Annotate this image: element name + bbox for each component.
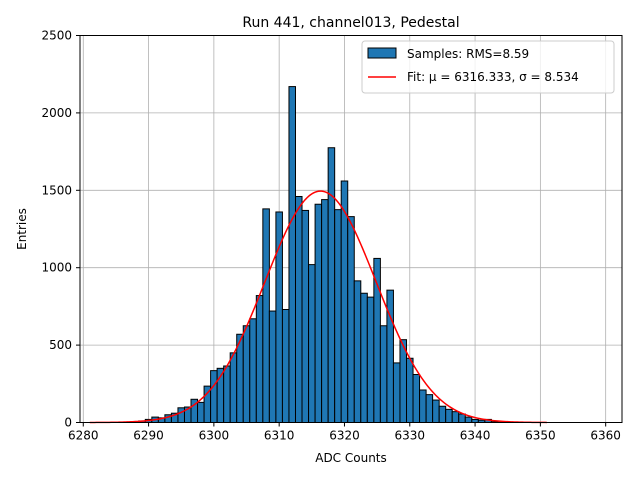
histogram-bar: [360, 292, 368, 423]
histogram-bar: [314, 203, 323, 423]
legend-label-fit: Fit: μ = 6316.333, σ = 8.534: [407, 70, 579, 84]
histogram-bar: [425, 394, 434, 423]
x-tick-label: 6320: [329, 429, 360, 443]
histogram-bar: [242, 325, 251, 423]
histogram-bar: [399, 339, 408, 424]
histogram-bar: [366, 296, 375, 423]
legend-box: [361, 40, 615, 94]
histogram-bar: [249, 318, 257, 423]
histogram-bar: [451, 411, 460, 424]
histogram-bar: [445, 408, 453, 424]
y-tick-label: 1500: [41, 183, 72, 197]
histogram-bar: [262, 208, 270, 423]
histogram-bar: [379, 325, 388, 423]
gaussian-fit-curve: [89, 190, 547, 424]
x-tick-label: 6310: [264, 429, 295, 443]
x-tick-label: 6300: [199, 429, 230, 443]
x-tick-label: 6350: [525, 429, 556, 443]
histogram-bar: [294, 195, 303, 423]
histogram-bars: [131, 86, 505, 424]
x-tick-label: 6290: [133, 429, 164, 443]
plot-frame: [79, 35, 623, 423]
histogram-bar: [464, 416, 473, 424]
histogram-bar: [229, 352, 238, 423]
histogram-bar: [281, 308, 290, 423]
legend-swatch-samples: [367, 47, 397, 59]
x-axis-label: ADC Counts: [315, 451, 387, 465]
x-tick-label: 6330: [394, 429, 425, 443]
histogram-bar: [334, 209, 342, 423]
legend: Samples: RMS=8.59 Fit: μ = 6316.333, σ =…: [361, 40, 615, 94]
x-axis-ticks: 6280 6290 6300 6310 6320 6330 6340 6350 6360: [68, 422, 621, 443]
histogram-bar: [268, 310, 277, 424]
y-tick-label: 2000: [41, 106, 72, 120]
y-axis-label: Entries: [15, 208, 29, 250]
histogram-bar: [406, 357, 414, 423]
histogram-bar: [223, 365, 231, 423]
y-tick-label: 0: [64, 416, 72, 430]
histogram-bar: [321, 199, 329, 423]
histogram-bar: [275, 211, 283, 423]
x-tick-label: 6280: [68, 429, 99, 443]
histogram-bar: [177, 407, 185, 424]
chart-title: Run 441, channel013, Pedestal: [242, 15, 459, 31]
histogram-bar: [327, 147, 336, 423]
histogram-bar: [419, 389, 427, 424]
histogram-bar: [340, 180, 349, 423]
y-tick-label: 1000: [41, 261, 72, 275]
histogram-bar: [288, 86, 296, 423]
histogram-bar: [308, 264, 316, 423]
y-tick-label: 2500: [41, 29, 72, 43]
histogram-bar: [412, 374, 421, 423]
histogram-bar: [458, 413, 466, 423]
y-axis-ticks: 0 500 1000 1500 2000 2500: [41, 29, 80, 430]
legend-label-samples: Samples: RMS=8.59: [407, 47, 529, 61]
x-tick-label: 6360: [590, 429, 621, 443]
y-tick-label: 500: [49, 338, 72, 352]
histogram-bar: [236, 333, 244, 424]
x-tick-label: 6340: [460, 429, 491, 443]
histogram-bar: [255, 295, 264, 423]
histogram-bar: [210, 370, 218, 423]
histogram-bar: [432, 399, 440, 423]
histogram-bar: [301, 209, 310, 423]
histogram-bar: [347, 216, 355, 423]
histogram-bar: [392, 362, 401, 424]
histogram-bar: [438, 405, 447, 424]
histogram-bar: [353, 280, 362, 423]
histogram-bar: [197, 401, 205, 424]
